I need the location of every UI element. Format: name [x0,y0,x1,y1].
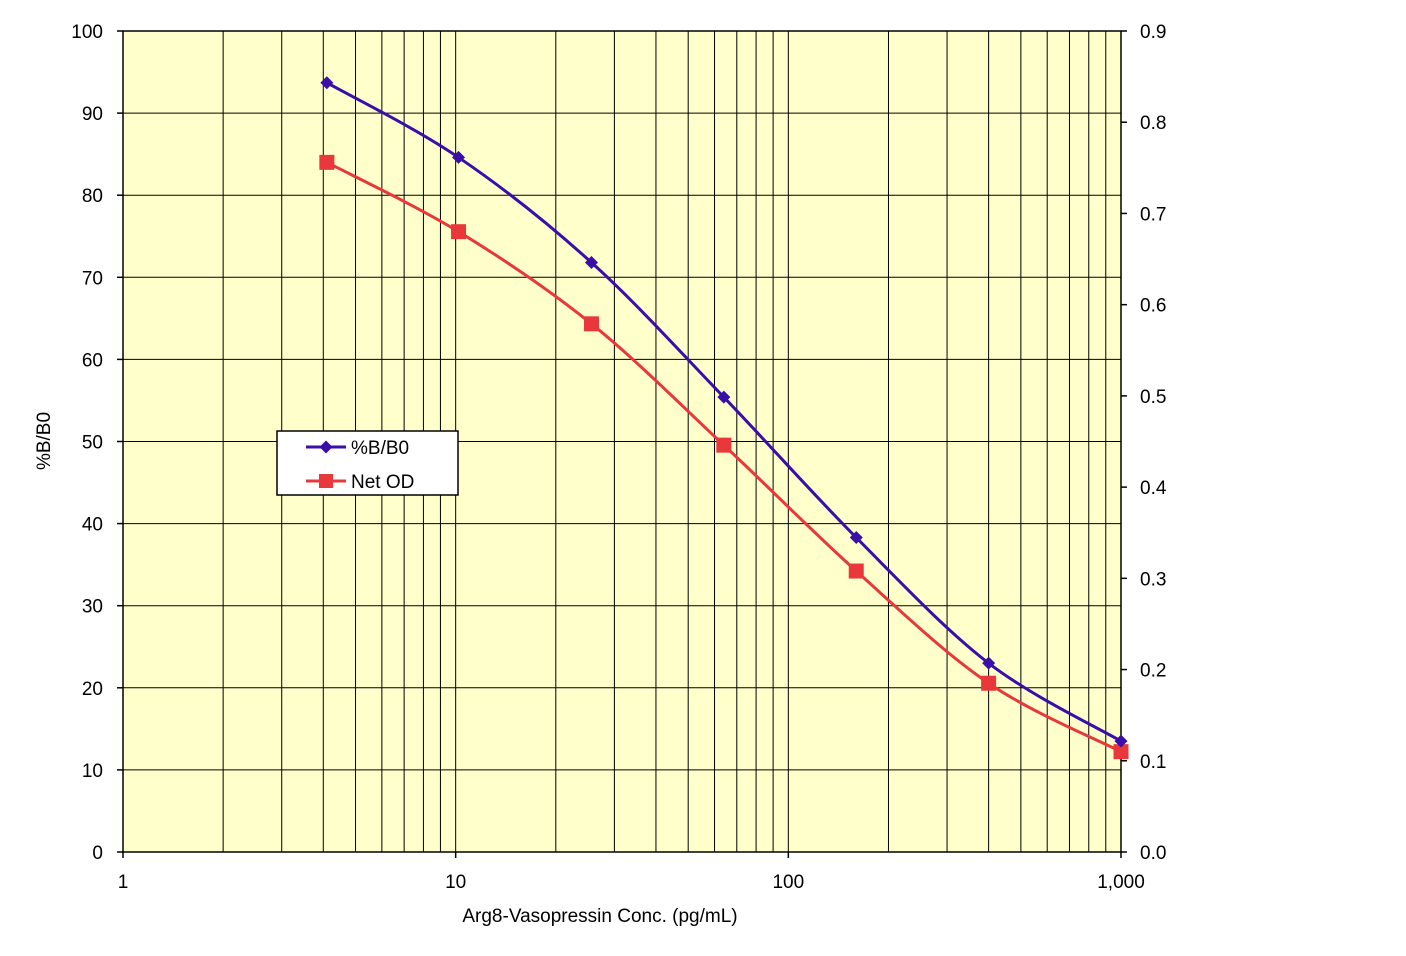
legend-label-bb0: %B/B0 [351,438,409,459]
data-point-bb0 [584,256,598,270]
y2-tick-label: 0.7 [1140,204,1166,225]
y-tick-label: 60 [82,350,103,371]
legend-label-net-od: Net OD [351,472,414,493]
x-axis-title: Arg8-Vasopressin Conc. (pg/mL) [462,906,737,927]
y-tick-label: 100 [71,22,103,43]
x-tick-label: 10 [445,872,466,893]
y-tick-label: 0 [92,843,103,864]
y-axis-title: %B/B0 [34,412,55,470]
data-point-net-od [319,154,335,170]
y2-tick-label: 0.9 [1140,22,1166,43]
y-tick-label: 20 [82,679,103,700]
legend: %B/B0 Net OD [276,430,459,496]
y2-tick-label: 0.4 [1140,478,1167,499]
data-point-net-od [716,437,732,453]
y2-tick-label: 0.8 [1140,113,1166,134]
data-point-net-od [451,224,467,240]
series-layer [319,76,1129,760]
data-point-net-od [583,316,599,332]
data-point-net-od [1113,744,1129,760]
y-tick-label: 30 [82,597,103,618]
legend-box [276,430,459,496]
data-point-bb0 [320,76,334,90]
y2-tick-label: 0.1 [1140,752,1166,773]
data-point-bb0 [1114,734,1128,748]
y-tick-label: 10 [82,761,103,782]
axis-ticks: 0 10 20 30 40 50 60 70 80 90 100 0.0 0.1 0.2 0.3 0.4 0.5… [71,22,1167,893]
x-tick-label: 1 [118,872,129,893]
data-point-bb0 [717,390,731,404]
legend-marker-bb0 [319,440,333,454]
x-tick-label: 100 [772,872,804,893]
data-point-bb0 [982,656,996,670]
y2-tick-label: 0.0 [1140,843,1166,864]
y2-tick-label: 0.2 [1140,661,1166,682]
series-bb0 [320,76,1128,748]
data-point-net-od [848,563,864,579]
y-tick-label: 80 [82,186,103,207]
y-tick-label: 90 [82,104,103,125]
y-tick-label: 50 [82,433,103,454]
legend-marker-net-od [319,474,333,488]
y-tick-label: 70 [82,268,103,289]
y2-tick-label: 0.3 [1140,569,1166,590]
x-tick-label: 1,000 [1097,872,1145,893]
series-net-od [319,154,1129,760]
y2-tick-label: 0.5 [1140,387,1166,408]
data-point-net-od [981,675,997,691]
data-point-bb0 [849,531,863,545]
y2-tick-label: 0.6 [1140,296,1166,317]
y-tick-label: 40 [82,515,103,536]
data-point-bb0 [452,150,466,164]
